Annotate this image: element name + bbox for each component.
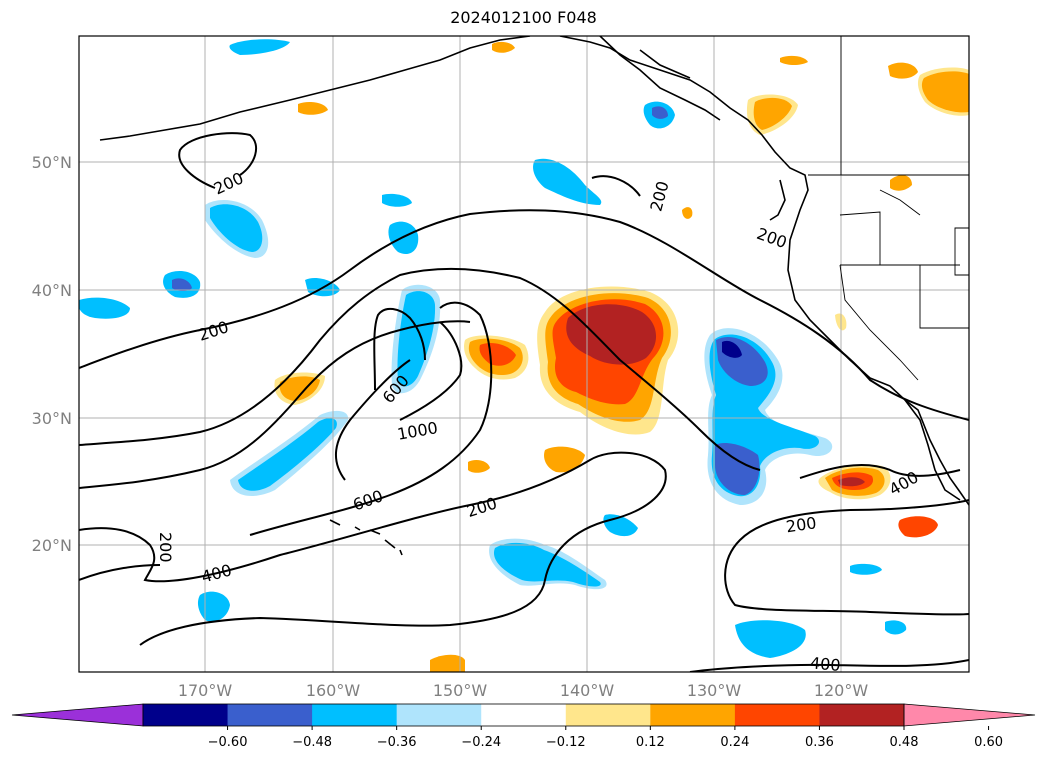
colorbar-tick-label: 0.48 [890,735,919,750]
colorbar-tick-label: 0.24 [720,735,749,750]
colorbar-segment [819,704,905,726]
colorbar-tick-label: −0.24 [461,735,501,750]
shaded-field [79,39,969,672]
state-borders [808,36,969,381]
lat-label-50n: 50°N [32,153,72,172]
colorbar-segment [312,704,398,726]
colorbar-segment [650,704,736,726]
lat-label-20n: 20°N [32,536,72,555]
lon-label-170w: 170°W [178,681,233,700]
map-frame [78,35,970,673]
colorbar-segment [227,704,313,726]
colorbar: −0.60 −0.48 −0.36 −0.24 −0.12 0.12 0.24 0.36 0.4… [11,703,1036,750]
colorbar-tick-label: 0.36 [805,735,834,750]
colorbar-segment [396,704,482,726]
cold-band-west [79,39,907,658]
warm-blobs [274,41,969,672]
colorbar-segment [143,704,229,726]
colorbar-tick-label: 0.12 [636,735,665,750]
gridlines [79,36,969,672]
colorbar-tick-label: −0.48 [292,735,332,750]
lat-label-40n: 40°N [32,281,72,300]
colorbar-tick-label: 0.60 [974,735,1003,750]
contour-label-400-s: 400 [809,653,841,675]
lon-label-150w: 150°W [433,681,488,700]
contour-label-200-e: 200 [785,513,818,536]
colorbar-segment [565,704,651,726]
coastlines [99,36,969,556]
contour-label-200-sw: 200 [156,532,175,563]
colorbar-segment [734,704,820,726]
warm-anomaly-center [537,286,679,435]
lat-label-30n: 30°N [32,409,72,428]
lon-label-160w: 160°W [306,681,361,700]
map-title: 2024012100 F048 [450,8,597,27]
lon-label-140w: 140°W [560,681,615,700]
colorbar-extend-low [11,703,144,727]
colorbar-tick-label: −0.36 [377,735,417,750]
lon-label-130w: 130°W [687,681,742,700]
colorbar-extend-high [903,703,1036,727]
lon-axis: 170°W 160°W 150°W 140°W 130°W 120°W [178,681,869,700]
lon-label-120w: 120°W [814,681,869,700]
lat-axis: 50°N 40°N 30°N 20°N [32,153,72,555]
colorbar-tick-label: −0.12 [546,735,586,750]
colorbar-tick-label: −0.60 [208,735,248,750]
colorbar-segment [481,704,567,726]
contour-lines [79,132,969,672]
colorbar-outline [142,703,905,727]
